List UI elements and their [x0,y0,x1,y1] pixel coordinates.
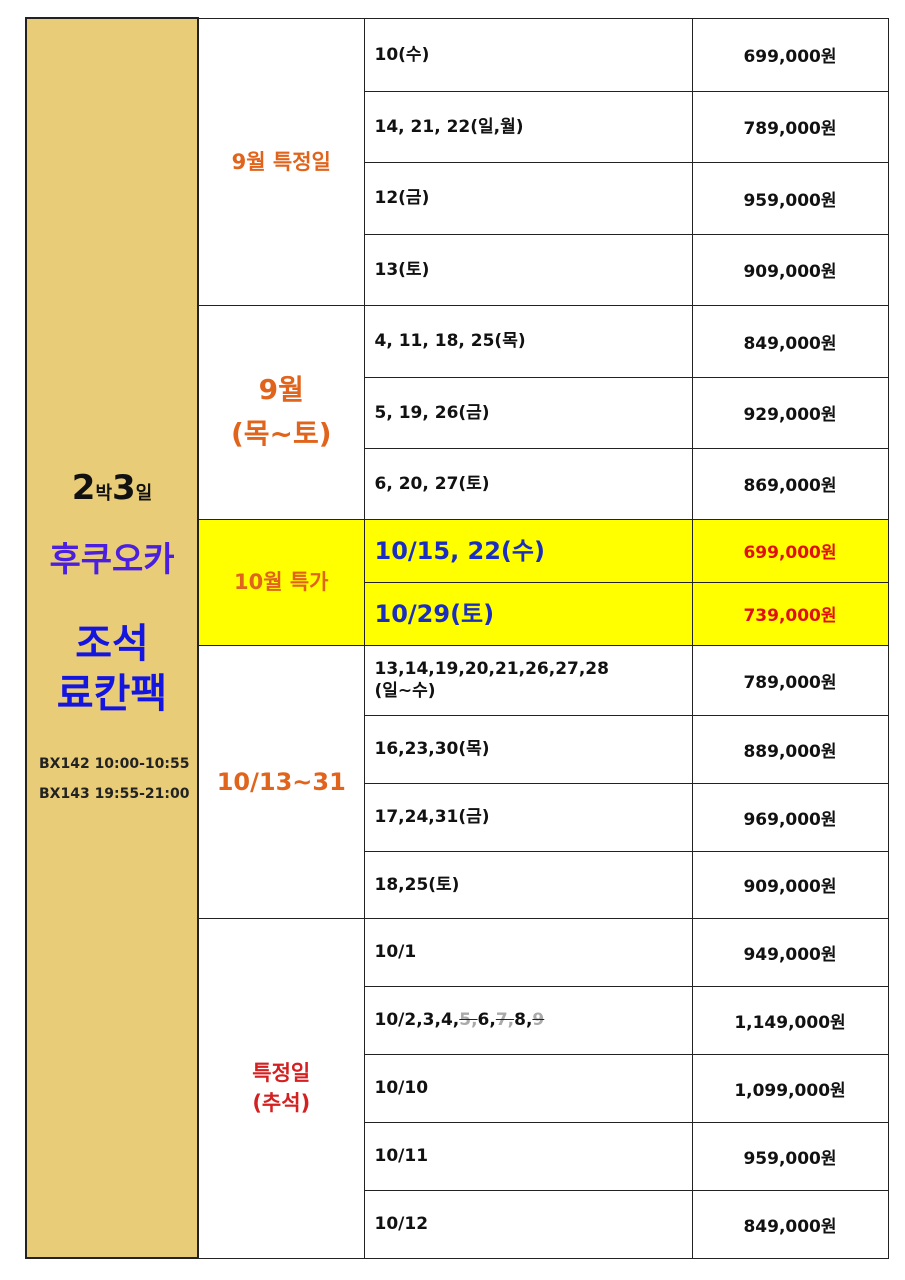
table-row: 18,25(토) 909,000원 [26,850,889,919]
price: 959,000원 [691,161,889,235]
cancelled-date: 9 [532,1010,545,1030]
price: 789,000원 [691,644,889,716]
price: 849,000원 [691,1189,889,1259]
table-row: 10/12 849,000원 [26,1189,889,1259]
departure-dates: 18,25(토) [363,850,693,919]
trip-length: 2박3일 [71,467,153,508]
price: 949,000원 [691,917,889,987]
table-row: 13(토) 909,000원 [26,233,889,306]
departure-dates: 4, 11, 18, 25(목) [363,304,693,378]
departure-dates: 10/2,3,4,5,6,7,8,9 [363,985,693,1055]
price: 849,000원 [691,304,889,378]
flight-info: BX142 10:00-10:55 BX143 19:55-21:00 [39,755,190,802]
departure-dates: 10/10 [363,1053,693,1123]
departure-dates: 12(금) [363,161,693,235]
departure-dates: 14, 21, 22(일,월) [363,90,693,163]
departure-dates: 5, 19, 26(금) [363,376,693,449]
date-segment: 8, [514,1010,533,1030]
departure-dates: 10/12 [363,1189,693,1259]
price: 909,000원 [691,850,889,919]
period-label: 특정일 (추석) [197,917,365,1259]
table-row: 14, 21, 22(일,월) 789,000원 [26,90,889,163]
table-row: 12(금) 959,000원 [26,161,889,235]
period-label: 9월 (목~토) [197,304,365,520]
price: 699,000원 [691,518,889,583]
departure-dates: 13,14,19,20,21,26,27,28 (일~수) [363,644,693,716]
departure-dates: 13(토) [363,233,693,306]
table-row: 17,24,31(금) 969,000원 [26,782,889,852]
price: 699,000원 [691,17,889,92]
table-row: 5, 19, 26(금) 929,000원 [26,376,889,449]
period-label: 9월 특정일 [197,17,365,306]
destination: 후쿠오카 [49,539,175,580]
table-row: 2박3일 후쿠오카 조석 료칸팩 BX142 10:00-10:55 BX143 1… [25,17,889,1259]
table-row: 10/2,3,4,5,6,7,8,9 1,149,000원 [26,985,889,1055]
table-row: 10/10 1,099,000원 [26,1053,889,1123]
table-row: 10/13~31 13,14,19,20,21,26,27,28 (일~수) 789… [26,644,889,919]
table-row: 6, 20, 27(토) 869,000원 [26,447,889,520]
departure-dates: 6, 20, 27(토) [363,447,693,520]
price: 789,000원 [691,90,889,163]
departure-dates: 10/1 [363,917,693,987]
package-summary-cell: 2박3일 후쿠오카 조석 료칸팩 BX142 10:00-10:55 BX143 1… [25,17,199,1259]
price-table: 2박3일 후쿠오카 조석 료칸팩 BX142 10:00-10:55 BX143 1… [25,17,889,1259]
departure-dates: 10/29(토) [363,581,693,646]
period-label: 10/13~31 [197,644,365,919]
date-segment: 10/2,3,4, [374,1010,460,1030]
price: 869,000원 [691,447,889,520]
period-label: 10월 특가 [197,518,365,646]
cancelled-date: 5, [459,1010,478,1030]
package-name: 조석 료칸팩 [56,620,168,717]
departure-dates: 17,24,31(금) [363,782,693,852]
price: 969,000원 [691,782,889,852]
price: 909,000원 [691,233,889,306]
cancelled-date: 7, [495,1010,515,1030]
date-segment: 6, [477,1010,496,1030]
departure-dates: 10/11 [363,1121,693,1191]
table-row: 10월 특가 10/15, 22(수) 699,000원 [26,518,889,646]
price: 889,000원 [691,714,889,784]
departure-dates: 16,23,30(목) [363,714,693,784]
price: 959,000원 [691,1121,889,1191]
table-row: 16,23,30(목) 889,000원 [26,714,889,784]
departure-dates: 10/15, 22(수) [363,518,693,583]
table-row: 10/11 959,000원 [26,1121,889,1191]
table-row: 10/29(토) 739,000원 [26,581,889,646]
price: 739,000원 [691,581,889,646]
price: 929,000원 [691,376,889,449]
departure-dates: 10(수) [363,17,693,92]
price: 1,149,000원 [691,985,889,1055]
price: 1,099,000원 [691,1053,889,1123]
